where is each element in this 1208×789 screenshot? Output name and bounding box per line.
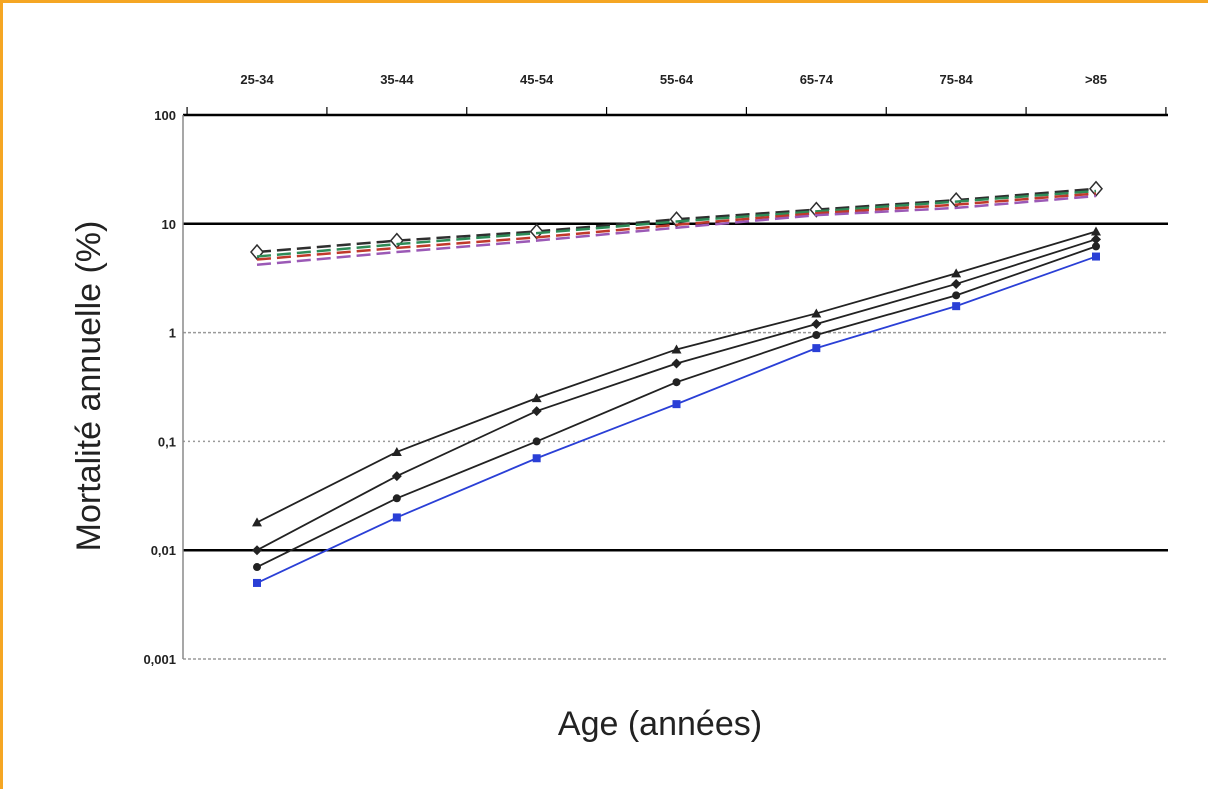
series-line xyxy=(256,255,1097,584)
data-point xyxy=(531,406,542,417)
y-tick-label: 10 xyxy=(162,217,176,232)
data-point xyxy=(812,344,821,353)
data-point xyxy=(672,400,681,409)
data-point xyxy=(1092,252,1100,261)
data-point xyxy=(952,291,961,300)
y-tick-label: 0,01 xyxy=(151,543,176,558)
series-5 xyxy=(252,226,1101,527)
series-4 xyxy=(256,194,1097,267)
data-point xyxy=(1089,180,1103,197)
series-7 xyxy=(253,242,1100,572)
x-tick-labels: 25-34 35-44 45-54 55-64 65-74 75-84 >85 xyxy=(240,72,1107,87)
data-point xyxy=(389,232,404,249)
data-point xyxy=(391,471,402,482)
series-line xyxy=(256,192,1097,261)
x-tick-label: 55-64 xyxy=(660,72,694,87)
data-point xyxy=(669,211,684,228)
data-point xyxy=(811,308,822,318)
data-point xyxy=(952,302,961,311)
x-axis-title: Age (années) xyxy=(558,705,762,743)
data-point xyxy=(951,268,962,278)
data-point xyxy=(671,358,682,369)
data-point xyxy=(531,393,542,403)
series-group xyxy=(250,180,1103,587)
y-tick-label: 1 xyxy=(169,326,176,341)
axes xyxy=(182,107,1167,659)
x-tick-label: 45-54 xyxy=(520,72,554,87)
x-tick-label: 35-44 xyxy=(380,72,414,87)
data-point xyxy=(252,545,262,556)
x-tick-label: 75-84 xyxy=(940,72,974,87)
data-point xyxy=(1091,234,1101,245)
data-point xyxy=(252,517,262,527)
series-line xyxy=(256,238,1097,551)
series-3 xyxy=(256,192,1097,261)
data-point xyxy=(1091,226,1101,236)
data-point xyxy=(391,446,402,456)
series-2 xyxy=(256,189,1097,258)
data-point xyxy=(253,563,261,572)
data-point xyxy=(811,318,822,329)
data-point xyxy=(392,513,401,522)
data-point xyxy=(253,578,261,587)
data-point xyxy=(532,454,541,463)
y-tick-label: 0,1 xyxy=(158,434,176,449)
y-tick-labels: 100 10 1 0,1 0,01 0,001 xyxy=(143,108,176,667)
x-tick-label: 65-74 xyxy=(800,72,834,87)
data-point xyxy=(392,494,401,503)
data-point xyxy=(671,344,682,354)
x-tick-label: 25-34 xyxy=(240,72,274,87)
series-6 xyxy=(252,234,1101,556)
y-axis-title: Mortalité annuelle (%) xyxy=(70,221,108,552)
data-point xyxy=(812,331,821,340)
data-point xyxy=(1092,242,1100,251)
data-point xyxy=(672,378,681,387)
x-tick-label: >85 xyxy=(1085,72,1107,87)
data-point xyxy=(532,437,541,446)
series-line xyxy=(256,189,1097,258)
data-point xyxy=(951,278,962,289)
y-tick-label: 100 xyxy=(154,108,176,123)
series-line xyxy=(256,194,1097,267)
series-8 xyxy=(253,252,1100,587)
series-1 xyxy=(250,180,1103,261)
series-line xyxy=(256,230,1097,524)
y-tick-label: 0,001 xyxy=(143,652,176,667)
